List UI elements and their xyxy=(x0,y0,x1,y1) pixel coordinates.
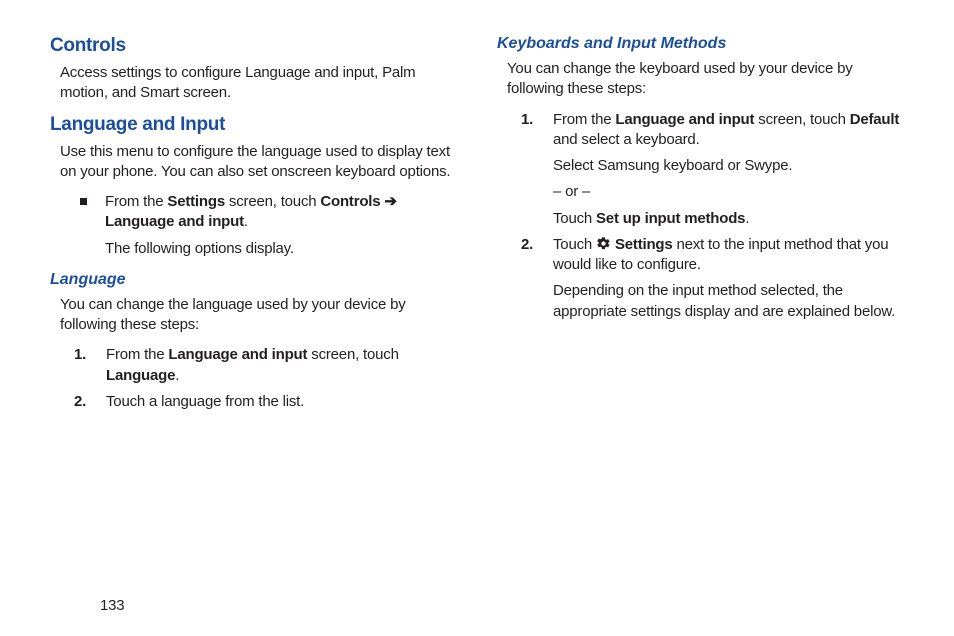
bold-default: Default xyxy=(850,111,899,128)
text: . xyxy=(745,210,749,227)
step-text: Touch Settings next to the input method … xyxy=(553,235,904,276)
text: . xyxy=(244,213,248,230)
step-text: Touch a language from the list. xyxy=(106,392,457,412)
step-1-sub3: Touch Set up input methods. xyxy=(497,209,904,229)
heading-controls: Controls xyxy=(50,35,457,57)
bold-settings: Settings xyxy=(167,193,225,210)
bold-setup-input-methods: Set up input methods xyxy=(596,210,745,227)
heading-language-and-input: Language and Input xyxy=(50,114,457,136)
bullet-subtext: The following options display. xyxy=(50,239,457,259)
step-2-sub: Depending on the input method selected, … xyxy=(497,281,904,322)
bold-controls: Controls xyxy=(320,193,380,210)
arrow-icon: ➔ xyxy=(380,193,396,210)
para-language: You can change the language used by your… xyxy=(50,295,457,336)
heading-keyboards: Keyboards and Input Methods xyxy=(497,35,904,53)
step-number: 1. xyxy=(521,110,539,130)
bullet-text: From the Settings screen, touch Controls… xyxy=(105,192,457,233)
text: Touch xyxy=(553,210,596,227)
step-1-sub1: Select Samsung keyboard or Swype. xyxy=(497,156,904,176)
right-column: Keyboards and Input Methods You can chan… xyxy=(497,35,904,418)
text: From the xyxy=(106,346,168,363)
step-text: From the Language and input screen, touc… xyxy=(106,345,457,386)
bold-language-and-input: Language and input xyxy=(105,213,244,230)
step-1-row: 1. From the Language and input screen, t… xyxy=(497,110,904,151)
bullet-settings-path: From the Settings screen, touch Controls… xyxy=(50,192,457,233)
gear-icon xyxy=(596,236,611,251)
para-language-and-input: Use this menu to configure the language … xyxy=(50,142,457,183)
step-text: From the Language and input screen, touc… xyxy=(553,110,904,151)
text: From the xyxy=(553,111,615,128)
step-number: 2. xyxy=(521,235,539,255)
text: screen, touch xyxy=(754,111,849,128)
step-1-row: 1. From the Language and input screen, t… xyxy=(50,345,457,386)
left-column: Controls Access settings to configure La… xyxy=(50,35,457,418)
step-number: 2. xyxy=(74,392,92,412)
step-1-sub2: – or – xyxy=(497,182,904,202)
bold-language-and-input: Language and input xyxy=(615,111,754,128)
text: . xyxy=(175,367,179,384)
page-number: 133 xyxy=(100,597,124,614)
step-2-row: 2. Touch Settings next to the input meth… xyxy=(497,235,904,276)
para-controls: Access settings to configure Language an… xyxy=(50,63,457,104)
square-bullet-icon xyxy=(80,198,87,205)
step-2-row: 2. Touch a language from the list. xyxy=(50,392,457,412)
text: From the xyxy=(105,193,167,210)
bold-settings: Settings xyxy=(611,236,673,253)
bold-language: Language xyxy=(106,367,175,384)
text: screen, touch xyxy=(225,193,320,210)
step-number: 1. xyxy=(74,345,92,365)
heading-language: Language xyxy=(50,271,457,289)
text: and select a keyboard. xyxy=(553,131,700,148)
text: Touch xyxy=(553,236,596,253)
text: screen, touch xyxy=(307,346,398,363)
bold-language-and-input: Language and input xyxy=(168,346,307,363)
para-keyboards: You can change the keyboard used by your… xyxy=(497,59,904,100)
